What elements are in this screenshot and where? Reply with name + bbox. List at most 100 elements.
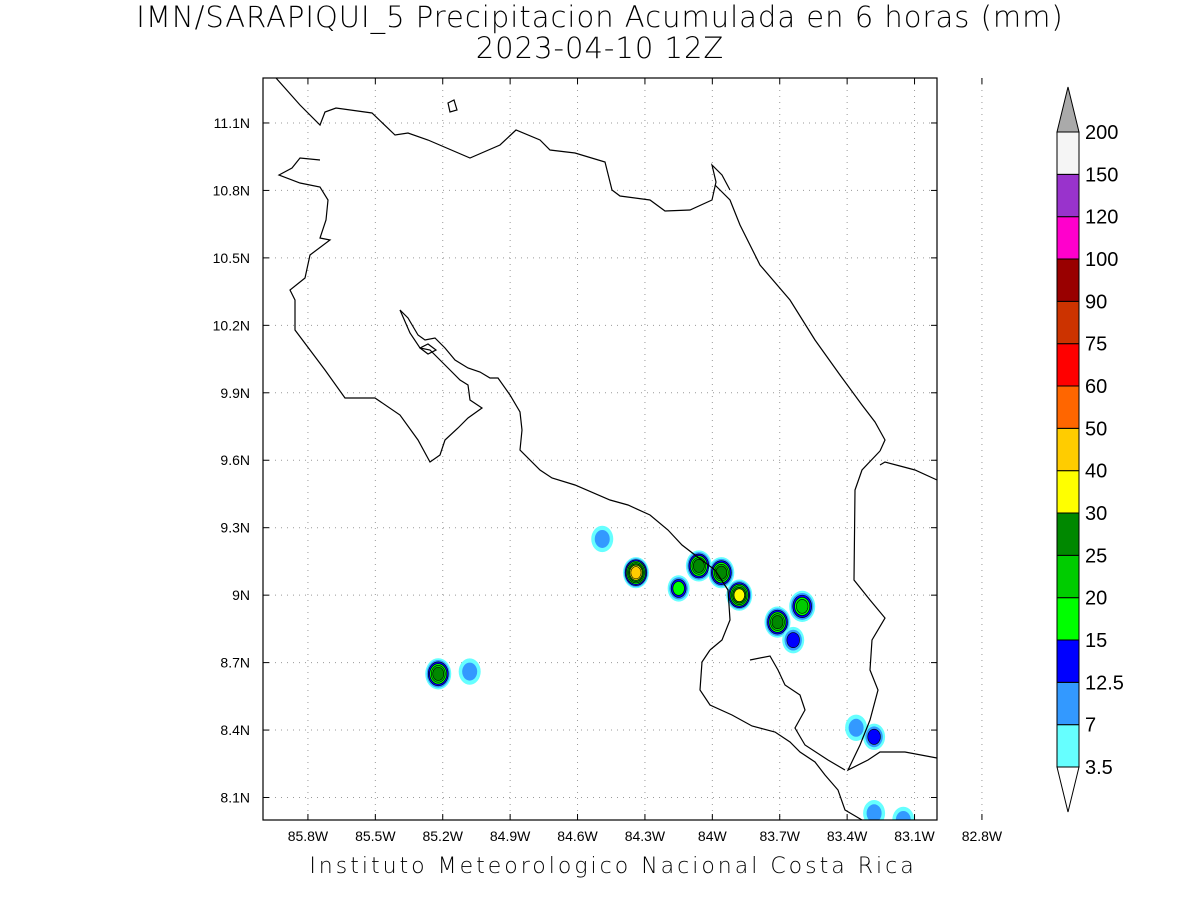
- precip-cell: [789, 590, 816, 622]
- y-tick-label: 9N: [232, 587, 250, 603]
- coastline-nicaragua: [275, 78, 731, 212]
- colorbar-level-label: 200: [1085, 122, 1118, 144]
- y-tick-label: 9.3N: [220, 520, 250, 536]
- colorbar-level-label: 50: [1085, 418, 1107, 440]
- colorbar-swatch: [1056, 131, 1080, 175]
- precip-contour: [771, 615, 784, 630]
- colorbar-swatch: [1056, 597, 1080, 641]
- colorbar-arrow-high: [1056, 86, 1080, 133]
- precip-contour: [895, 811, 911, 820]
- coastline-osa: [699, 649, 863, 820]
- precip-contour: [693, 559, 705, 573]
- precip-cell: [782, 626, 805, 654]
- colorbar-arrow-low: [1056, 766, 1080, 813]
- colorbar-swatch: [1056, 681, 1080, 726]
- coastline-gulf-nicoya: [399, 309, 731, 651]
- colorbar-swatch: [1056, 554, 1080, 599]
- coastline-layer: [275, 78, 937, 820]
- coastline-pacific-north: [277, 157, 484, 463]
- precip-contour: [733, 588, 745, 602]
- precip-contour: [867, 728, 881, 745]
- x-tick-label: 82.8W: [962, 828, 1003, 844]
- precip-contour: [866, 804, 882, 820]
- x-tick-label: 84.6W: [557, 828, 598, 844]
- precip-cell: [863, 723, 886, 751]
- coastline-golfo-dulce: [749, 655, 846, 771]
- y-tick-label: 9.9N: [220, 385, 250, 401]
- x-axis-ticks: 85.8W 85.5W 85.2W 84.9W 84.6W 84.3W 84W 83.7W 83…: [288, 78, 1003, 844]
- colorbar-level-label: 25: [1085, 545, 1107, 567]
- precip-cell: [708, 557, 735, 589]
- y-tick-label: 10.5N: [213, 250, 250, 266]
- colorbar-swatch: [1056, 512, 1080, 556]
- precip-cell: [425, 658, 452, 690]
- precip-contour: [630, 566, 642, 580]
- x-tick-label: 85.8W: [288, 828, 329, 844]
- colorbar-swatch: [1056, 724, 1080, 768]
- precip-contour: [848, 718, 864, 737]
- precip-contour: [432, 666, 445, 681]
- coastline-caribbean: [714, 184, 886, 452]
- x-tick-label: 84.3W: [625, 828, 666, 844]
- colorbar-level-label: 60: [1085, 376, 1107, 398]
- colorbar-level-label: 150: [1085, 164, 1118, 186]
- grid-lines: [263, 78, 983, 820]
- colorbar-level-label: 90: [1085, 291, 1107, 313]
- x-tick-label: 85.5W: [355, 828, 396, 844]
- colorbar-swatch: [1056, 639, 1080, 683]
- y-tick-label: 8.7N: [220, 655, 250, 671]
- precip-cell: [591, 525, 614, 553]
- precip-contour: [786, 632, 800, 649]
- colorbar-swatch: [1056, 343, 1080, 387]
- precip-contour: [672, 581, 685, 596]
- y-tick-label: 8.4N: [220, 722, 250, 738]
- x-tick-label: 83.4W: [827, 828, 868, 844]
- plot-area: [263, 78, 937, 820]
- y-axis-ticks: 11.1N 10.8N 10.5N 10.2N 9.9N 9.6N 9.3N 9N 8.7N 8.…: [213, 115, 937, 806]
- y-tick-label: 10.8N: [213, 182, 250, 198]
- colorbar-level-label: 30: [1085, 503, 1107, 525]
- y-tick-label: 10.2N: [213, 317, 250, 333]
- precip-cell: [845, 714, 868, 742]
- precip-cell: [726, 579, 753, 611]
- x-tick-label: 84.9W: [490, 828, 531, 844]
- precip-contour: [462, 662, 478, 681]
- plot-frame: [262, 77, 938, 821]
- x-tick-label: 83.1W: [894, 828, 935, 844]
- precip-contour: [594, 529, 610, 548]
- colorbar-level-label: 75: [1085, 334, 1107, 356]
- precip-contour: [715, 565, 728, 580]
- colorbar-swatch: [1056, 470, 1080, 514]
- x-tick-label: 85.2W: [422, 828, 463, 844]
- precip-cell: [892, 806, 915, 820]
- precip-cell: [667, 575, 690, 602]
- colorbar: 3.5 7 12.5 15 20 25 30 40 50 60 75 90 100 120 150 200: [1056, 86, 1124, 813]
- precipitation-layer: [425, 525, 915, 820]
- colorbar-level-label: 100: [1085, 249, 1118, 271]
- precip-cell: [764, 606, 791, 638]
- precip-cell: [622, 557, 649, 589]
- colorbar-level-label: 120: [1085, 207, 1118, 229]
- colorbar-level-label: 12.5: [1085, 672, 1124, 694]
- colorbar-swatch: [1056, 427, 1080, 472]
- border-panama: [846, 450, 937, 772]
- x-tick-label: 83.7W: [759, 828, 800, 844]
- island-lake-1: [418, 343, 438, 355]
- coastline-panama-north: [879, 461, 937, 481]
- y-tick-label: 9.6N: [220, 452, 250, 468]
- colorbar-swatch: [1056, 258, 1080, 302]
- colorbar-level-label: 20: [1085, 588, 1107, 610]
- island-lake-2: [447, 99, 458, 113]
- map-title: IMN/SARAPIQUI_5 Precipitacion Acumulada …: [0, 2, 1200, 64]
- map-title-line2: 2023-04-10 12Z: [475, 31, 725, 65]
- colorbar-swatch: [1056, 216, 1080, 260]
- precip-cell: [685, 550, 712, 582]
- map-title-line1: IMN/SARAPIQUI_5 Precipitacion Acumulada …: [136, 0, 1064, 34]
- colorbar-swatch: [1056, 173, 1080, 218]
- colorbar-level-label: 15: [1085, 630, 1107, 652]
- colorbar-level-label: 3.5: [1085, 757, 1113, 779]
- colorbar-swatch: [1056, 300, 1080, 345]
- colorbar-level-label: 7: [1085, 715, 1096, 737]
- x-tick-label: 84W: [698, 828, 728, 844]
